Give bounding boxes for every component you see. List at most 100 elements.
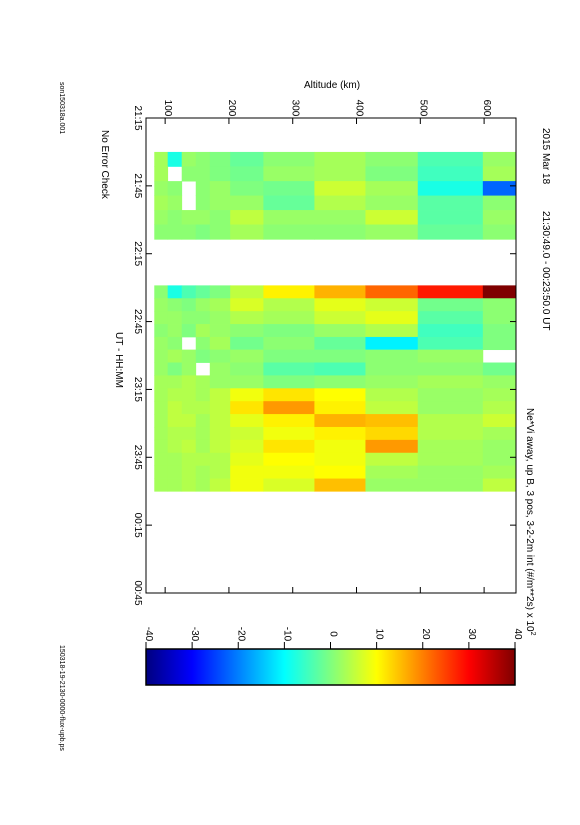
heatmap-cell bbox=[482, 224, 517, 240]
heatmap-cell bbox=[230, 426, 264, 441]
colorbar-ticks: -40 -30 -20 -10 0 10 20 30 40 bbox=[143, 627, 523, 649]
heatmap-cell bbox=[167, 375, 183, 389]
heatmap-cell bbox=[263, 298, 315, 312]
heatmap-cell bbox=[230, 414, 264, 428]
heatmap-cell bbox=[482, 298, 517, 312]
x-tick-label: 00:15 bbox=[132, 513, 143, 538]
heatmap-cell bbox=[482, 166, 517, 182]
heatmap-cell bbox=[181, 401, 197, 415]
heatmap-cell bbox=[209, 452, 231, 467]
heatmap-cell bbox=[263, 324, 315, 338]
heatmap-cell bbox=[209, 311, 231, 325]
heatmap-cell bbox=[482, 452, 517, 467]
heatmap-cell bbox=[195, 311, 211, 325]
heatmap-cell bbox=[365, 285, 419, 299]
heatmap-cell bbox=[417, 426, 484, 441]
heatmap-cell bbox=[181, 298, 197, 312]
heatmap-cell bbox=[181, 324, 197, 338]
heatmap-cell bbox=[209, 414, 231, 428]
heatmap-cell bbox=[365, 439, 419, 454]
header-measurement-text: Ne*Vi away, up B, 3 pos, 3-2-2m int (#/m… bbox=[524, 408, 535, 632]
heatmap-cell bbox=[167, 426, 183, 441]
heatmap-cell bbox=[314, 362, 366, 376]
heatmap-cell bbox=[314, 401, 366, 415]
heatmap-cell bbox=[154, 181, 169, 196]
heatmap-cell bbox=[230, 388, 264, 402]
heatmap-cell bbox=[314, 414, 366, 428]
heatmap-cell bbox=[314, 151, 366, 167]
heatmap-cell bbox=[167, 439, 183, 454]
heatmap-cell bbox=[482, 195, 517, 211]
heatmap-cell bbox=[195, 324, 211, 338]
heatmap-cell bbox=[365, 298, 419, 312]
heatmap-cell bbox=[230, 151, 264, 167]
heatmap-cell bbox=[167, 324, 183, 338]
heatmap-cell bbox=[167, 285, 183, 299]
heatmap-cell bbox=[209, 375, 231, 389]
heatmap-cell bbox=[230, 181, 264, 196]
heatmap-cell bbox=[154, 426, 169, 441]
heatmap-cell bbox=[154, 151, 169, 167]
heatmap-cell bbox=[209, 465, 231, 479]
heatmap-cell bbox=[417, 336, 484, 351]
y-tick-label: 300 bbox=[290, 100, 301, 117]
heatmap-cell bbox=[482, 324, 517, 338]
header-measurement: Ne*Vi away, up B, 3 pos, 3-2-2m int (#/m… bbox=[524, 408, 536, 636]
heatmap-cell bbox=[195, 285, 211, 299]
heatmap-cell bbox=[181, 311, 197, 325]
heatmap-cell bbox=[195, 336, 211, 351]
heatmap-cell bbox=[209, 426, 231, 441]
heatmap-cell bbox=[181, 414, 197, 428]
heatmap-cell bbox=[181, 362, 197, 376]
heatmap-cell bbox=[154, 336, 169, 351]
heatmap-cell bbox=[365, 375, 419, 389]
colorbar-tick-label: -20 bbox=[235, 627, 246, 642]
heatmap-cell bbox=[195, 388, 211, 402]
heatmap-cell bbox=[181, 285, 197, 299]
heatmap-cell bbox=[263, 166, 315, 182]
heatmap-cell bbox=[417, 388, 484, 402]
colorbar-tick-label: 30 bbox=[466, 628, 477, 640]
heatmap-cell bbox=[417, 362, 484, 376]
heatmap-cell bbox=[167, 465, 183, 479]
colorbar-tick-label: 0 bbox=[328, 631, 339, 637]
heatmap-cell bbox=[195, 224, 211, 240]
heatmap-cell bbox=[482, 439, 517, 454]
heatmap-cell bbox=[167, 349, 183, 363]
heatmap-cell bbox=[417, 478, 484, 492]
heatmap-cell bbox=[417, 349, 484, 363]
heatmap-cell bbox=[482, 181, 517, 196]
heatmap-cell bbox=[263, 439, 315, 454]
heatmap-cell bbox=[417, 224, 484, 240]
heatmap-cell bbox=[365, 401, 419, 415]
heatmap-cell bbox=[181, 210, 197, 225]
heatmap-cell bbox=[417, 452, 484, 467]
x-tick-label: 21:45 bbox=[132, 173, 143, 198]
heatmap-cell bbox=[154, 224, 169, 240]
heatmap-cell bbox=[154, 401, 169, 415]
heatmap-cell bbox=[482, 414, 517, 428]
heatmap-area bbox=[154, 151, 517, 492]
heatmap-cell bbox=[181, 465, 197, 479]
heatmap-cell bbox=[314, 439, 366, 454]
heatmap-cell bbox=[314, 465, 366, 479]
heatmap-cell bbox=[365, 195, 419, 211]
heatmap-cell bbox=[365, 349, 419, 363]
heatmap-cell bbox=[230, 401, 264, 415]
heatmap-cell bbox=[209, 401, 231, 415]
heatmap-cell bbox=[263, 414, 315, 428]
heatmap-cell bbox=[263, 195, 315, 211]
heatmap-cell bbox=[167, 452, 183, 467]
y-tick-label: 200 bbox=[226, 100, 237, 117]
heatmap-cell bbox=[314, 426, 366, 441]
heatmap-cell bbox=[263, 465, 315, 479]
heatmap-cell bbox=[154, 414, 169, 428]
heatmap-cell bbox=[263, 311, 315, 325]
heatmap-cell bbox=[314, 311, 366, 325]
heatmap-cell bbox=[314, 375, 366, 389]
heatmap-cell bbox=[195, 210, 211, 225]
y-tick-label: 100 bbox=[162, 100, 173, 117]
heatmap-cell bbox=[482, 311, 517, 325]
heatmap-cell bbox=[209, 324, 231, 338]
